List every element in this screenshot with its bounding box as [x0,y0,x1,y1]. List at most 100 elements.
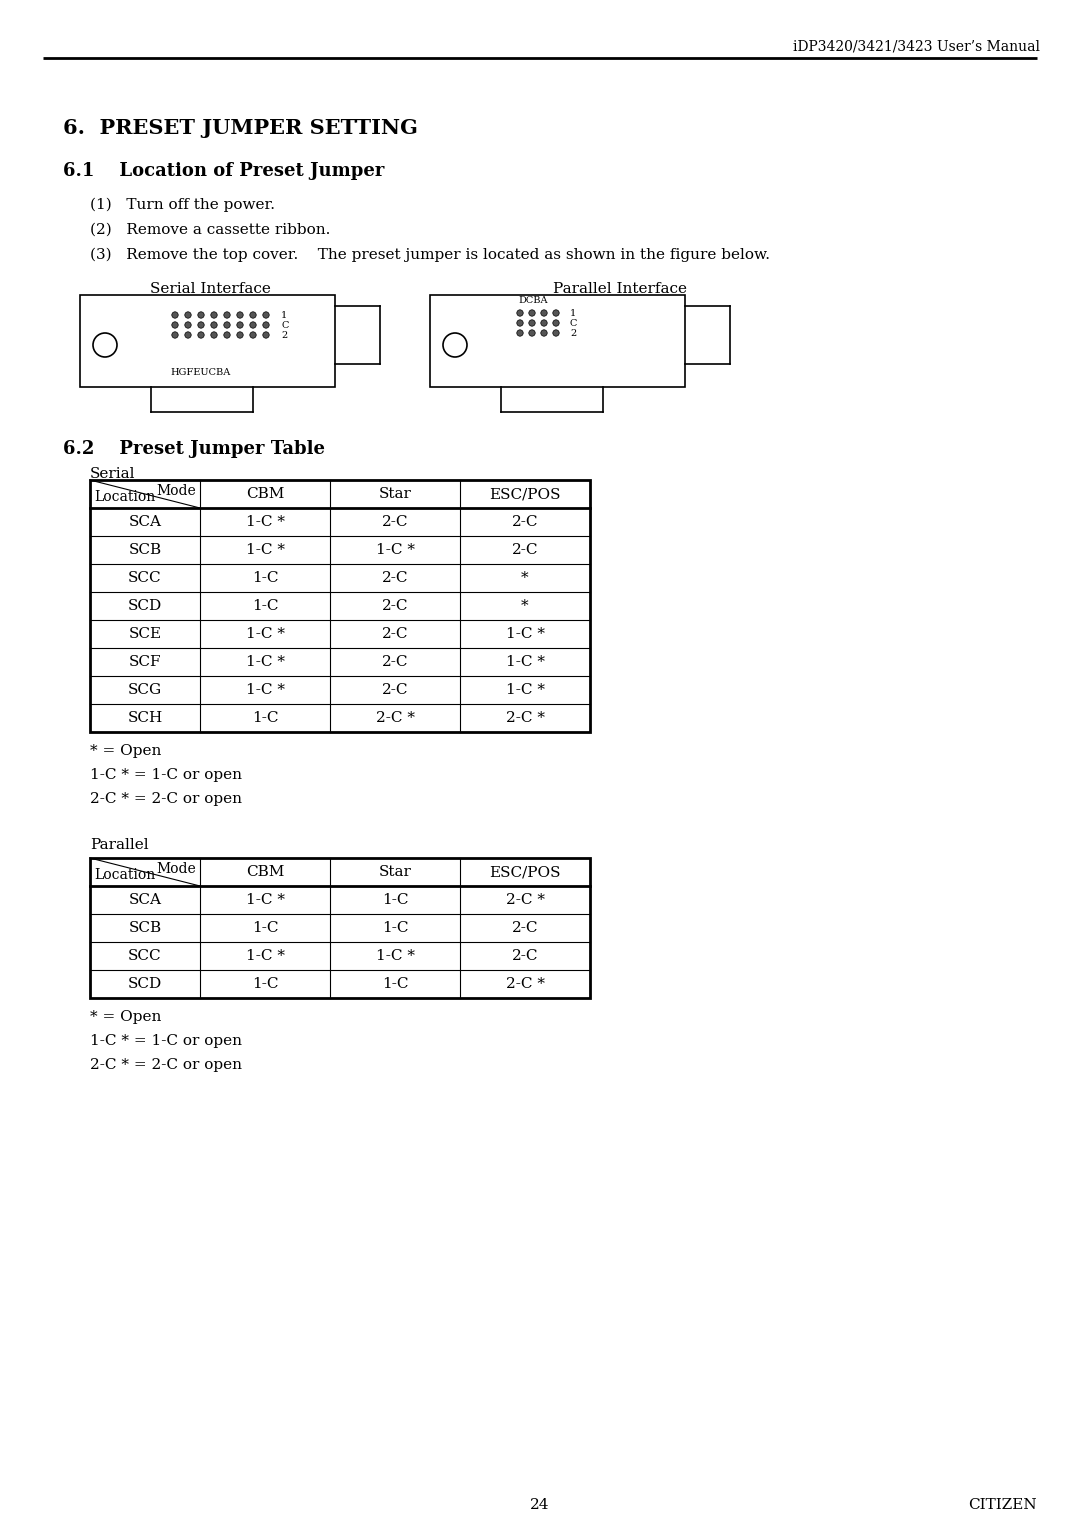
Text: (1)   Turn off the power.: (1) Turn off the power. [90,199,275,212]
Text: 1-C: 1-C [252,711,279,724]
Circle shape [172,332,178,338]
Circle shape [541,310,548,316]
Text: 1-C * = 1-C or open: 1-C * = 1-C or open [90,769,242,782]
Circle shape [211,312,217,318]
Text: 2-C *: 2-C * [376,711,415,724]
Text: Serial: Serial [90,468,135,481]
Bar [90,859,590,998]
Circle shape [262,312,269,318]
Circle shape [249,312,256,318]
Text: CITIZEN: CITIZEN [969,1497,1037,1513]
Circle shape [198,332,204,338]
Circle shape [198,312,204,318]
Text: iDP3420/3421/3423 User’s Manual: iDP3420/3421/3423 User’s Manual [793,40,1040,53]
Text: 6.  PRESET JUMPER SETTING: 6. PRESET JUMPER SETTING [63,118,418,138]
Circle shape [529,310,536,316]
Text: SCD: SCD [127,976,162,992]
Text: CBM: CBM [246,865,284,879]
Text: Star: Star [379,865,411,879]
Text: SCA: SCA [129,892,162,908]
Circle shape [237,322,243,329]
Text: SCD: SCD [127,599,162,613]
Circle shape [517,319,523,325]
Text: 24: 24 [530,1497,550,1513]
Circle shape [517,310,523,316]
Text: *: * [522,571,529,585]
Text: 2-C: 2-C [512,921,538,935]
Text: 1-C *: 1-C * [505,683,544,697]
Text: Serial Interface: Serial Interface [149,283,270,296]
Text: 2-C: 2-C [512,542,538,558]
Text: SCB: SCB [129,542,162,558]
Text: SCB: SCB [129,921,162,935]
Text: 2-C: 2-C [381,626,408,642]
Text: 1-C *: 1-C * [505,656,544,669]
Text: SCF: SCF [129,656,161,669]
Circle shape [172,312,178,318]
Text: C: C [281,321,288,330]
Circle shape [541,319,548,325]
Circle shape [224,322,230,329]
Text: 2-C *: 2-C * [505,976,544,992]
Text: 2-C: 2-C [381,656,408,669]
Text: (2)   Remove a cassette ribbon.: (2) Remove a cassette ribbon. [90,223,330,237]
Text: 1-C: 1-C [381,976,408,992]
Circle shape [517,330,523,336]
Text: 1-C *: 1-C * [245,542,284,558]
Circle shape [224,312,230,318]
Text: * = Open: * = Open [90,744,161,758]
Text: 1-C *: 1-C * [245,892,284,908]
Text: Location: Location [94,490,156,504]
Text: Mode: Mode [157,862,195,876]
Circle shape [262,332,269,338]
Circle shape [185,332,191,338]
Text: 1-C *: 1-C * [245,683,284,697]
Circle shape [249,332,256,338]
Bar [430,295,685,387]
Text: 2-C * = 2-C or open: 2-C * = 2-C or open [90,1057,242,1073]
Text: 1-C: 1-C [252,571,279,585]
Circle shape [553,330,559,336]
Circle shape [237,332,243,338]
Text: Parallel: Parallel [90,837,149,853]
Text: SCC: SCC [129,571,162,585]
Text: 1: 1 [570,309,577,318]
Text: 1-C: 1-C [252,976,279,992]
Text: 1-C *: 1-C * [245,515,284,529]
Text: 1: 1 [281,310,287,319]
Circle shape [553,310,559,316]
Text: 1-C *: 1-C * [505,626,544,642]
Text: HGFEUCBA: HGFEUCBA [170,368,230,377]
Text: 2-C: 2-C [381,683,408,697]
Text: 1-C: 1-C [381,921,408,935]
Circle shape [198,322,204,329]
Text: 2: 2 [570,329,577,338]
Text: SCC: SCC [129,949,162,963]
Text: 1-C *: 1-C * [245,626,284,642]
Text: 2-C: 2-C [381,515,408,529]
Text: Mode: Mode [157,484,195,498]
Text: 2-C: 2-C [512,949,538,963]
Text: 2-C: 2-C [512,515,538,529]
Text: * = Open: * = Open [90,1010,161,1024]
Bar [90,480,590,732]
Text: *: * [522,599,529,613]
Text: 6.2    Preset Jumper Table: 6.2 Preset Jumper Table [63,440,325,458]
Text: 1-C *: 1-C * [245,656,284,669]
Text: 2-C: 2-C [381,571,408,585]
Text: 1-C *: 1-C * [376,949,415,963]
Text: 2-C *: 2-C * [505,892,544,908]
Text: SCE: SCE [129,626,162,642]
Text: 1-C: 1-C [381,892,408,908]
Text: 2-C: 2-C [381,599,408,613]
Bar [80,295,335,387]
Text: 6.1    Location of Preset Jumper: 6.1 Location of Preset Jumper [63,162,384,180]
Text: 1-C * = 1-C or open: 1-C * = 1-C or open [90,1034,242,1048]
Text: C: C [570,318,578,327]
Circle shape [172,322,178,329]
Text: ESC/POS: ESC/POS [489,487,561,501]
Circle shape [224,332,230,338]
Text: DCBA: DCBA [518,296,548,306]
Circle shape [541,330,548,336]
Text: 1-C: 1-C [252,599,279,613]
